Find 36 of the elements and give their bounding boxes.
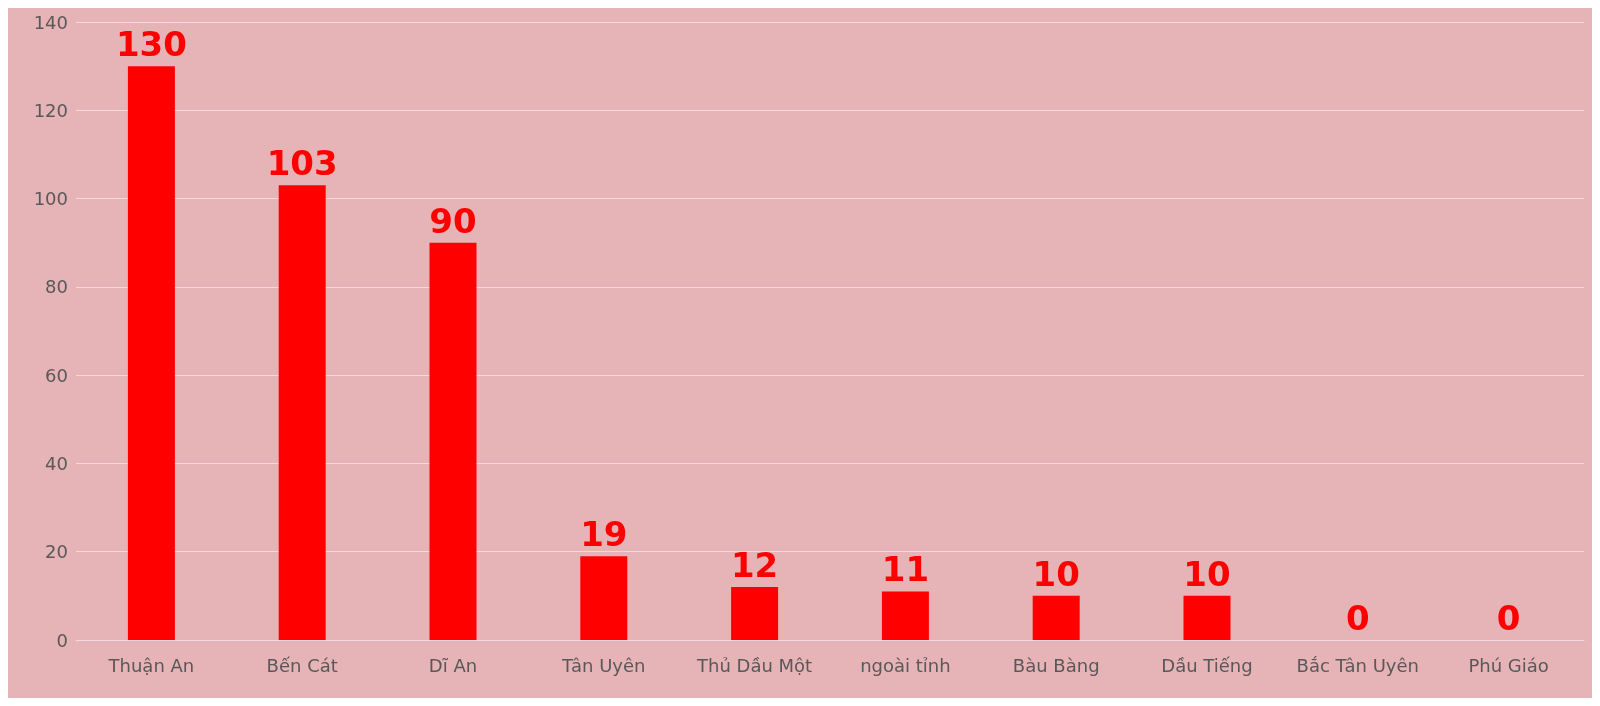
bar	[731, 587, 779, 640]
x-tick-label: Phú Giáo	[1468, 654, 1549, 676]
data-label: 19	[580, 514, 628, 555]
bar	[881, 591, 929, 640]
y-tick-label: 20	[45, 541, 68, 563]
data-label: 0	[1345, 598, 1370, 638]
y-tick-label: 120	[33, 99, 68, 121]
bar	[1183, 595, 1231, 640]
data-label: 12	[730, 545, 779, 586]
y-tick-label: 0	[56, 629, 68, 651]
x-tick-label: Dĩ An	[428, 654, 478, 676]
y-tick-label: 40	[45, 452, 68, 474]
y-tick-label: 80	[45, 276, 68, 298]
bar	[1032, 595, 1080, 640]
bar	[127, 66, 175, 640]
x-tick-label: Tân Uyên	[561, 654, 646, 676]
data-label: 90	[429, 200, 477, 241]
x-tick-label: Bắc Tân Uyên	[1296, 654, 1419, 676]
data-label: 0	[1496, 598, 1521, 638]
data-label: 10	[1183, 553, 1231, 594]
data-label: 11	[881, 549, 930, 590]
data-label: 10	[1032, 553, 1080, 594]
y-tick-label: 60	[45, 364, 68, 386]
bar	[580, 556, 628, 640]
x-tick-label: Bến Cát	[266, 654, 338, 676]
y-tick-label: 140	[33, 11, 68, 33]
x-tick-label: Thuận An	[107, 654, 195, 676]
x-tick-label: Thủ Dầu Một	[696, 654, 813, 676]
x-tick-label: Dầu Tiếng	[1161, 654, 1253, 676]
x-tick-label: Bàu Bàng	[1012, 654, 1100, 676]
data-label: 103	[266, 143, 338, 184]
bar	[278, 185, 326, 640]
y-tick-label: 100	[33, 188, 68, 210]
data-label: 130	[115, 24, 187, 65]
x-tick-label: ngoài tỉnh	[860, 654, 951, 676]
bar	[429, 242, 477, 640]
